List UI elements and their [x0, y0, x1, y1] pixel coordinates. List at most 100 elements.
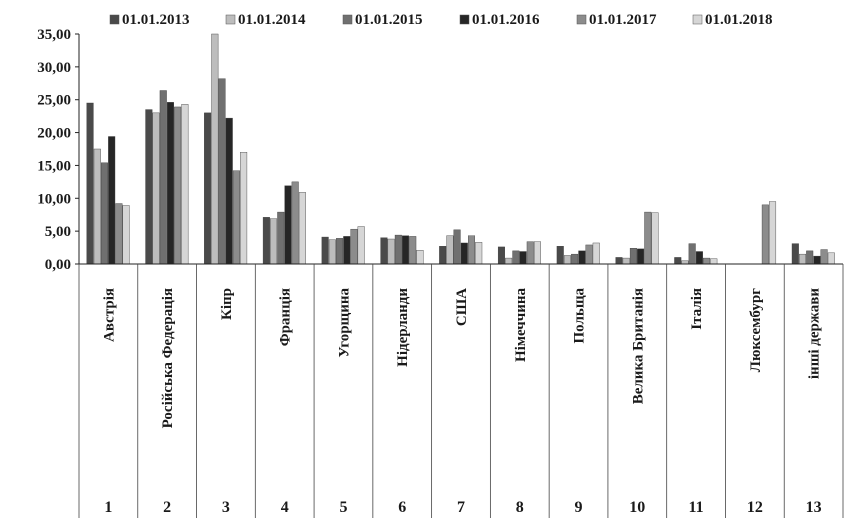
bar [512, 250, 520, 265]
category-label: Російська Федерація [160, 288, 176, 428]
bar [402, 235, 410, 265]
row-number: 9 [575, 499, 583, 516]
bar [592, 242, 600, 265]
bar [166, 102, 174, 265]
category-label: інші держави [807, 288, 823, 379]
legend-swatch [109, 14, 120, 25]
bar [232, 170, 240, 265]
row-number: 11 [689, 499, 704, 516]
bar [284, 185, 292, 265]
bar [468, 235, 476, 265]
bar [519, 251, 527, 265]
bar [674, 257, 682, 265]
y-tick-label: 5,00 [45, 224, 71, 240]
legend-swatch [342, 14, 353, 25]
category-label: Австрія [101, 288, 117, 342]
legend-swatch [459, 14, 470, 25]
bar [571, 253, 579, 265]
bar [820, 249, 828, 265]
bar [453, 229, 461, 265]
bars [86, 33, 835, 265]
bar [585, 244, 593, 265]
row-number: 10 [629, 499, 645, 516]
bar [86, 102, 94, 265]
category-label: США [454, 288, 470, 326]
bar [350, 228, 358, 265]
category-label: Кіпр [219, 288, 235, 320]
bar [791, 243, 799, 265]
row-number: 5 [339, 499, 347, 516]
bar [159, 90, 167, 265]
category-label: Франція [278, 288, 294, 346]
y-tick-label: 10,00 [37, 191, 71, 207]
bar [439, 246, 447, 265]
bar [460, 242, 468, 265]
bar [394, 234, 402, 265]
bar [622, 257, 630, 265]
row-number: 7 [457, 499, 465, 516]
bar [122, 205, 130, 265]
legend-swatch [692, 14, 703, 25]
bar [321, 236, 329, 265]
bar [240, 152, 248, 265]
row-number: 12 [747, 499, 763, 516]
legend-label: 01.01.2015 [355, 12, 423, 28]
y-tick-label: 20,00 [37, 126, 71, 142]
legend-label: 01.01.2018 [705, 12, 773, 28]
bar [475, 242, 483, 265]
bar [225, 117, 233, 265]
row-number: 6 [398, 499, 406, 516]
legend-label: 01.01.2013 [122, 12, 190, 28]
bar [416, 249, 424, 265]
bar [343, 236, 351, 265]
category-table: Австрія 1 Російська Федерація 2 Кіпр 3 Франція… [78, 263, 844, 518]
legend-swatch [225, 14, 236, 25]
legend-label: 01.01.2016 [472, 12, 540, 28]
chart-legend: 01.01.2013 01.01.2014 01.01.2015 01.01.2016… [109, 12, 773, 28]
bar [270, 218, 278, 265]
bar [644, 211, 652, 265]
bar [806, 250, 814, 265]
category-label: Італія [689, 288, 705, 330]
bar [629, 248, 637, 265]
bar [710, 258, 718, 265]
y-tick-label: 25,00 [37, 93, 71, 109]
category-label: Велика Британія [630, 288, 646, 404]
bar [446, 235, 454, 265]
bar [769, 201, 777, 265]
bar [291, 181, 299, 265]
bar [526, 241, 534, 265]
y-axis: 0,00 5,00 10,00 15,00 20,00 25,00 30,00 35,00 [37, 27, 80, 273]
category-label: Угорщина [336, 288, 352, 358]
bar [533, 241, 541, 265]
bar [100, 162, 108, 265]
bar [578, 250, 586, 265]
bar [387, 238, 395, 265]
bar [204, 112, 212, 265]
category-label: Люксембург [748, 288, 764, 372]
bar [827, 252, 835, 265]
bar [380, 237, 388, 265]
bar [799, 253, 807, 265]
bar [695, 251, 703, 265]
legend-label: 01.01.2017 [589, 12, 657, 28]
bar [505, 257, 513, 265]
bar [761, 204, 769, 265]
bar [497, 246, 505, 265]
category-label: Польща [572, 288, 588, 344]
bar [637, 248, 645, 265]
bar [218, 78, 226, 265]
bar [181, 104, 189, 265]
bar [262, 217, 270, 265]
row-number: 1 [104, 499, 112, 516]
bar [211, 33, 219, 265]
legend-label: 01.01.2014 [238, 12, 306, 28]
bar [556, 246, 564, 265]
bar [298, 192, 306, 265]
bar [174, 106, 182, 265]
bar [152, 112, 160, 265]
category-label: Німеччина [513, 288, 529, 363]
bar [357, 226, 365, 265]
category-label: Нідерланди [395, 288, 411, 367]
